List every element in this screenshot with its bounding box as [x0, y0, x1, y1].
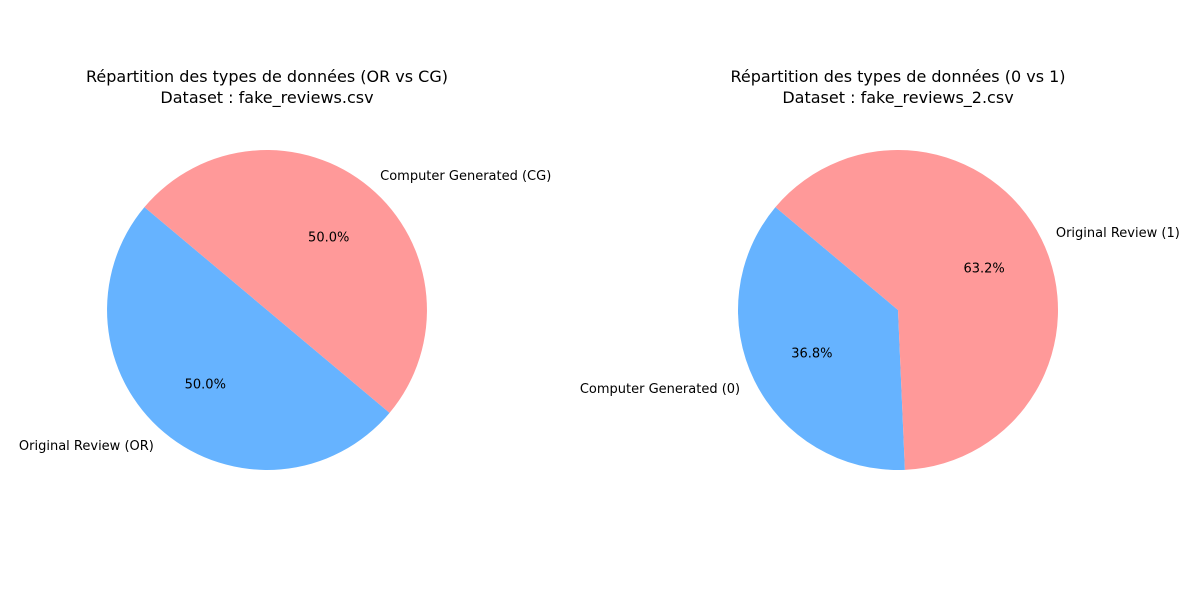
chart-1-slice-1	[107, 207, 390, 470]
chart-1-category-label-2: Computer Generated (CG)	[380, 169, 551, 184]
chart-2-title: Répartition des types de données (0 vs 1…	[730, 67, 1065, 86]
chart-2-category-label-2: Original Review (1)	[1056, 226, 1180, 241]
pie-chart-1: Répartition des types de données (OR vs …	[19, 67, 551, 470]
chart-2-slice-1	[737, 207, 905, 470]
chart-1-labels: 50.0% Original Review (OR) 50.0% Computer G…	[19, 169, 551, 454]
chart-1-percent-label-2: 50.0%	[308, 230, 349, 245]
chart-2-labels: 36.8% Computer Generated (0) 63.2% Original…	[580, 226, 1180, 397]
chart-1-subtitle: Dataset : fake_reviews.csv	[160, 88, 373, 108]
pie-chart-2: Répartition des types de données (0 vs 1…	[580, 67, 1180, 470]
chart-2-slice-2	[775, 149, 1058, 470]
chart-1-percent-label-1: 50.0%	[185, 378, 226, 393]
chart-1-category-label-1: Original Review (OR)	[19, 439, 154, 454]
chart-1-title: Répartition des types de données (OR vs …	[86, 67, 448, 86]
chart-2-slices	[737, 149, 1058, 470]
chart-1-slices	[107, 150, 427, 470]
chart-2-subtitle: Dataset : fake_reviews_2.csv	[782, 88, 1013, 108]
chart-1-slice-2	[144, 150, 427, 413]
chart-2-percent-label-1: 36.8%	[791, 346, 832, 361]
chart-2-category-label-1: Computer Generated (0)	[580, 382, 740, 397]
chart-2-percent-label-2: 63.2%	[963, 262, 1004, 277]
